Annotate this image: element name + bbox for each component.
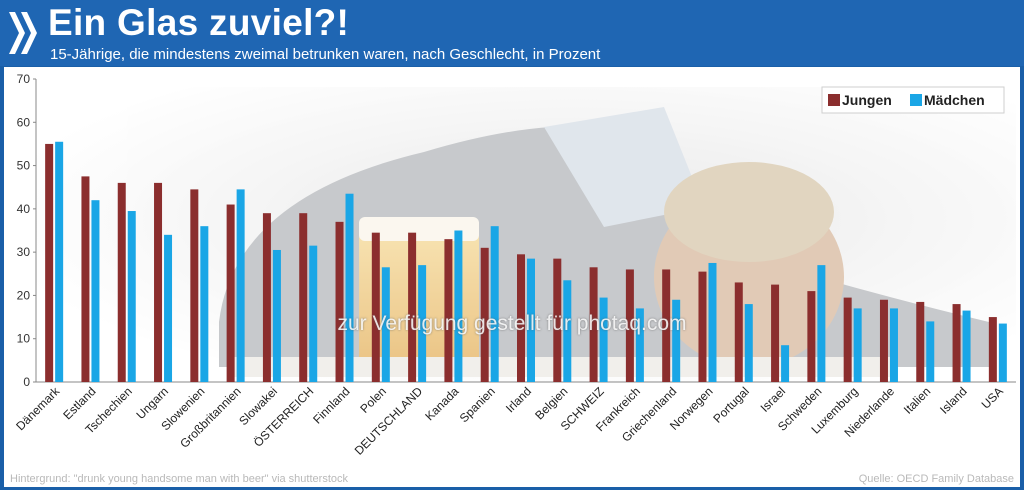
bar-jungen xyxy=(154,182,163,382)
bar-maedchen xyxy=(998,323,1007,382)
category-label: Spanien xyxy=(457,384,498,425)
bar-maedchen xyxy=(962,310,971,382)
bar-jungen xyxy=(589,267,598,382)
bar-maedchen xyxy=(853,308,862,382)
category-label: Italien xyxy=(901,384,934,417)
y-tick-label: 50 xyxy=(17,159,31,173)
y-tick-label: 30 xyxy=(17,245,31,259)
bar-jungen xyxy=(371,232,380,382)
bar-jungen xyxy=(226,204,235,382)
bars-group xyxy=(45,141,1007,382)
bar-chart: 0 10 20 30 40 50 60 70 DänemarkEstlandTschechie… xyxy=(13,72,1016,458)
legend-label-maedchen: Mädchen xyxy=(924,92,985,108)
legend-label-jungen: Jungen xyxy=(842,92,892,108)
chart-subtitle: 15-Jährige, die mindestens zweimal betru… xyxy=(50,46,601,63)
bar-jungen xyxy=(553,258,562,382)
bar-jungen xyxy=(625,269,634,382)
bar-maedchen xyxy=(454,230,463,382)
bar-jungen xyxy=(444,239,453,382)
y-tick-label: 40 xyxy=(17,202,31,216)
category-label: Irland xyxy=(503,384,534,415)
y-axis: 0 10 20 30 40 50 60 70 xyxy=(17,72,1016,389)
category-labels: DänemarkEstlandTschechienUngarnSlowenien… xyxy=(13,384,1006,458)
bar-maedchen xyxy=(635,308,644,382)
bar-jungen xyxy=(771,284,780,382)
bar-jungen xyxy=(81,176,90,382)
category-label: Finnland xyxy=(310,384,352,426)
bar-jungen xyxy=(517,254,525,382)
category-label: Dänemark xyxy=(13,384,63,434)
bar-maedchen xyxy=(91,200,100,382)
bar-jungen xyxy=(879,299,888,382)
y-tick-label: 0 xyxy=(23,375,30,389)
bar-jungen xyxy=(843,297,852,382)
category-label: USA xyxy=(979,384,1006,411)
bar-jungen xyxy=(952,304,961,382)
bar-maedchen xyxy=(490,226,499,382)
bar-jungen xyxy=(408,232,417,382)
legend: Jungen Mädchen xyxy=(821,86,1005,114)
bar-maedchen xyxy=(889,308,898,382)
category-label: Island xyxy=(937,384,970,417)
bar-jungen xyxy=(299,213,308,382)
bar-maedchen xyxy=(200,226,209,382)
bar-jungen xyxy=(734,282,743,382)
bar-maedchen xyxy=(744,304,753,382)
bar-maedchen xyxy=(418,265,427,382)
bar-jungen xyxy=(480,247,489,382)
chart-title: Ein Glas zuviel?! xyxy=(48,2,350,43)
bar-maedchen xyxy=(55,141,64,382)
bar-maedchen xyxy=(708,262,717,382)
category-label: Israel xyxy=(758,384,789,415)
bar-jungen xyxy=(807,291,816,382)
bar-maedchen xyxy=(309,245,318,382)
chart-panel: 0 10 20 30 40 50 60 70 Dänemark Estland Tschechie… xyxy=(4,67,1020,487)
category-label: Kanada xyxy=(422,384,461,423)
bar-jungen xyxy=(45,143,54,382)
bar-maedchen xyxy=(926,321,935,382)
bar-maedchen xyxy=(563,280,572,382)
y-tick-label: 70 xyxy=(17,72,31,86)
source-note: Quelle: OECD Family Database xyxy=(858,473,1014,485)
category-label: Portugal xyxy=(710,384,752,426)
bar-maedchen xyxy=(164,234,173,382)
bar-jungen xyxy=(262,213,271,382)
y-tick-label: 10 xyxy=(17,332,31,346)
category-label: DEUTSCHLAND xyxy=(352,384,426,458)
bar-maedchen xyxy=(272,249,281,382)
background-credit: Hintergrund: "drunk young handsome man w… xyxy=(10,473,348,485)
bar-maedchen xyxy=(381,267,390,382)
bar-jungen xyxy=(698,271,707,382)
bar-jungen xyxy=(117,182,126,382)
bar-maedchen xyxy=(127,211,136,382)
bar-maedchen xyxy=(599,297,608,382)
header-band: Ein Glas zuviel?! 15-Jährige, die mindes… xyxy=(0,0,1024,66)
chevron-logo-icon xyxy=(9,12,37,54)
bar-maedchen xyxy=(781,345,790,382)
bar-jungen xyxy=(662,269,671,382)
y-tick-label: 20 xyxy=(17,288,31,302)
bar-maedchen xyxy=(527,258,535,382)
bar-jungen xyxy=(988,317,997,382)
category-label: Polen xyxy=(357,384,389,416)
bar-maedchen xyxy=(817,265,826,382)
watermark-text: zur Verfügung gestellt für photaq.com xyxy=(337,312,687,335)
y-tick-label: 60 xyxy=(17,115,31,129)
bar-jungen xyxy=(190,189,199,382)
bar-maedchen xyxy=(236,189,245,382)
bar-maedchen xyxy=(672,299,681,382)
legend-swatch-jungen xyxy=(828,94,840,106)
bar-jungen xyxy=(335,221,344,382)
legend-swatch-maedchen xyxy=(910,94,922,106)
bar-jungen xyxy=(916,301,925,382)
bar-maedchen xyxy=(345,193,354,382)
background-photo xyxy=(36,87,1016,382)
